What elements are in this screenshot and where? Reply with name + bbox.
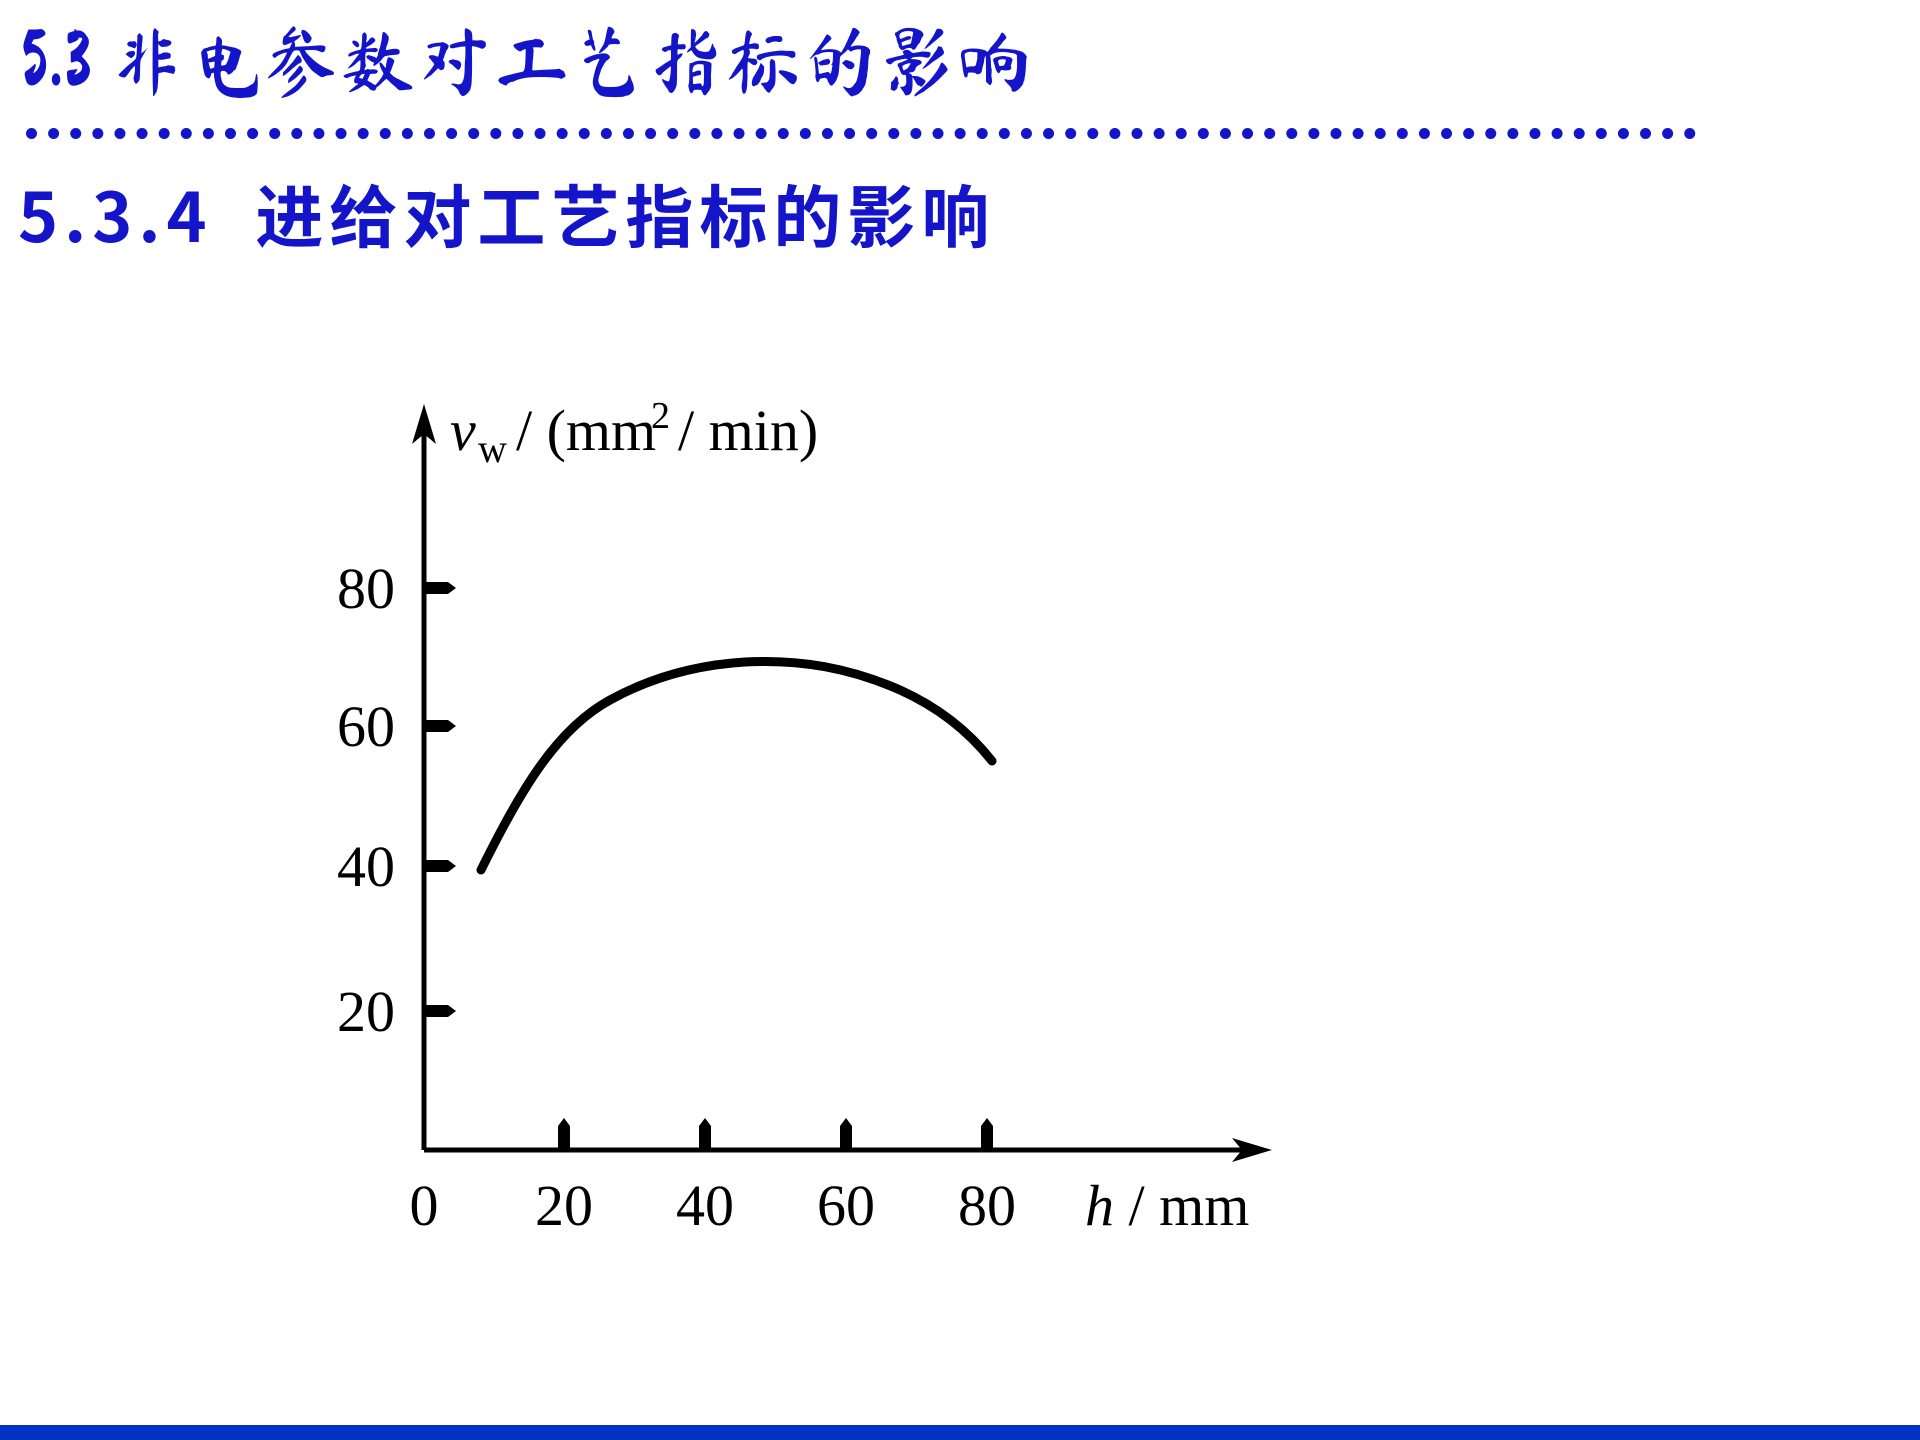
- svg-text:40: 40: [676, 1173, 734, 1238]
- svg-text:80: 80: [337, 556, 395, 621]
- svg-text:80: 80: [958, 1173, 1016, 1238]
- svg-text:2: 2: [651, 395, 670, 437]
- svg-text:40: 40: [337, 834, 395, 899]
- svg-text:60: 60: [817, 1173, 875, 1238]
- svg-text:/ min): / min): [678, 398, 818, 463]
- svg-text:v: v: [450, 398, 476, 463]
- svg-text:20: 20: [535, 1173, 593, 1238]
- svg-text:/ (mm: / (mm: [516, 398, 656, 463]
- svg-text:60: 60: [337, 694, 395, 759]
- svg-text:w: w: [478, 426, 507, 471]
- svg-text:20: 20: [337, 979, 395, 1044]
- svg-text:h / mm: h / mm: [1085, 1173, 1249, 1238]
- svg-text:0: 0: [410, 1173, 439, 1238]
